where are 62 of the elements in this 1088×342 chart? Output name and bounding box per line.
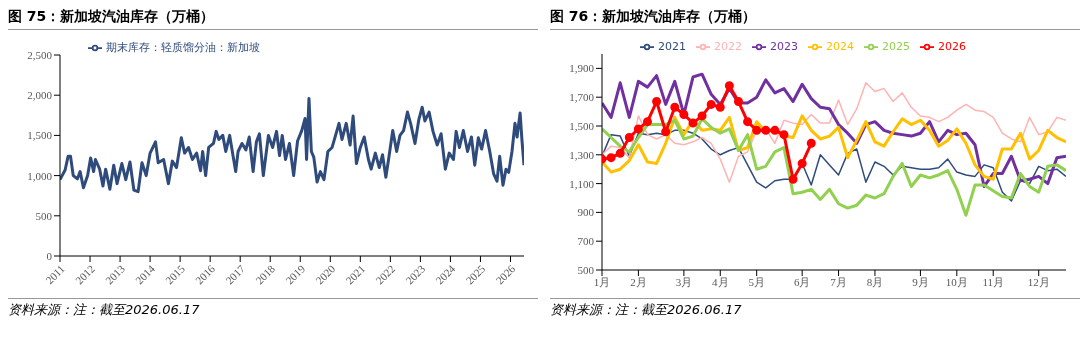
x-tick-label: 12月 (1027, 275, 1050, 288)
point (761, 125, 771, 135)
y-tick-label: 2,000 (27, 89, 53, 102)
point (724, 81, 734, 91)
y-tick-label: 900 (577, 206, 595, 219)
point (670, 102, 680, 112)
legend-label: 2024 (826, 40, 854, 53)
y-tick-label: 1,700 (569, 91, 595, 104)
x-tick-label: 9月 (912, 275, 929, 288)
point (697, 111, 707, 121)
point (779, 130, 789, 140)
y-tick-label: 1,500 (27, 129, 53, 142)
y-tick-label: 1,900 (569, 62, 595, 75)
chart-title: 图 75：新加坡汽油库存（万桶） (8, 8, 538, 30)
point (624, 133, 634, 143)
point (633, 124, 643, 134)
point (688, 118, 698, 128)
point (770, 125, 780, 135)
point (797, 158, 807, 168)
y-tick-label: 1,300 (569, 148, 595, 161)
x-tick-label: 6月 (793, 275, 811, 288)
x-tick-label: 7月 (830, 275, 847, 288)
legend-label: 2026 (938, 40, 966, 53)
y-tick-label: 0 (46, 249, 53, 262)
text: 资料来源：注：截至2026.06.17 (8, 298, 538, 319)
x-tick-label: 10月 (945, 275, 968, 288)
legend-label: 2021 (658, 40, 686, 53)
y-tick-label: 2,500 (27, 48, 53, 61)
point (642, 117, 652, 127)
point (715, 102, 725, 112)
x-tick-label: 4月 (712, 275, 729, 288)
x-tick-label: 8月 (866, 275, 884, 288)
point (615, 148, 625, 158)
x-tick-label: 11月 (982, 275, 1005, 288)
point (661, 127, 671, 137)
point (706, 99, 716, 109)
x-tick-label: 1月 (593, 275, 611, 288)
point (806, 138, 816, 148)
y-tick-label: 1,100 (569, 177, 595, 190)
text: 资料来源：注：截至2026.06.17 (550, 298, 1080, 319)
point (679, 109, 689, 119)
y-tick-label: 500 (577, 263, 595, 276)
y-tick-label: 500 (35, 209, 53, 222)
line-series (602, 114, 1066, 181)
legend-label: 期末库存：轻质馏分油：新加坡 (106, 41, 260, 54)
y-tick-label: 1,500 (569, 119, 595, 132)
x-tick-label: 2月 (630, 275, 647, 288)
x-tick-label: 5月 (748, 275, 765, 288)
y-tick-label: 700 (577, 235, 595, 248)
point (752, 125, 762, 135)
y-tick-label: 1,000 (27, 169, 53, 182)
x-tick-label: 3月 (675, 275, 693, 288)
chart-title: 图 76：新加坡汽油库存（万桶） (550, 8, 1080, 30)
legend-label: 2025 (882, 40, 910, 53)
line-series (60, 96, 524, 194)
point (606, 153, 616, 163)
legend-label: 2023 (770, 40, 798, 53)
point (743, 117, 753, 127)
legend-label: 2022 (714, 40, 742, 53)
point (733, 97, 743, 107)
point (788, 174, 798, 184)
point (652, 97, 662, 107)
